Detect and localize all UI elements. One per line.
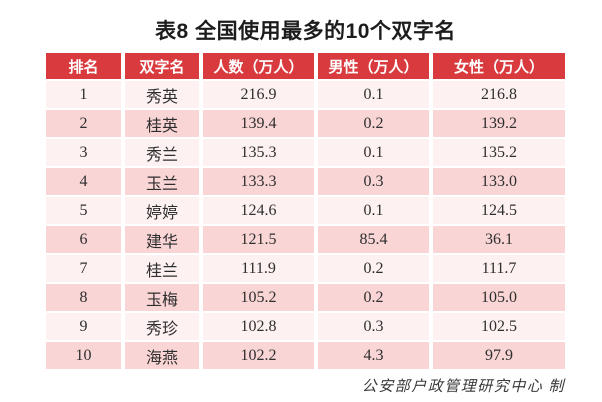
table-cell: 1 <box>46 81 125 110</box>
table-cell: 124.5 <box>433 197 565 226</box>
table-row: 7 桂兰 111.9 0.2 111.7 <box>46 255 565 284</box>
column-header: 人数（万人） <box>203 53 318 81</box>
table-cell: 婷婷 <box>125 197 203 226</box>
table-cell: 105.2 <box>203 284 318 313</box>
names-table: 排名 双字名 人数（万人） 男性（万人） 女性（万人） 1 秀英 216.9 0.1 216.8… <box>46 53 565 369</box>
table-cell: 139.2 <box>433 110 565 139</box>
table-cell: 0.2 <box>318 284 433 313</box>
table-cell: 6 <box>46 226 125 255</box>
table-cell: 秀兰 <box>125 139 203 168</box>
table-row: 3 秀兰 135.3 0.1 135.2 <box>46 139 565 168</box>
table-row: 9 秀珍 102.8 0.3 102.5 <box>46 313 565 342</box>
table-cell: 102.5 <box>433 313 565 342</box>
table-cell: 0.3 <box>318 168 433 197</box>
table-cell: 216.9 <box>203 81 318 110</box>
table-cell: 建华 <box>125 226 203 255</box>
table-cell: 0.1 <box>318 197 433 226</box>
table-cell: 133.0 <box>433 168 565 197</box>
table-row: 4 玉兰 133.3 0.3 133.0 <box>46 168 565 197</box>
table-row: 5 婷婷 124.6 0.1 124.5 <box>46 197 565 226</box>
table-cell: 111.7 <box>433 255 565 284</box>
table-cell: 105.0 <box>433 284 565 313</box>
table-cell: 139.4 <box>203 110 318 139</box>
table-cell: 97.9 <box>433 342 565 369</box>
table-cell: 135.2 <box>433 139 565 168</box>
table-cell: 102.2 <box>203 342 318 369</box>
table-cell: 9 <box>46 313 125 342</box>
column-header: 男性（万人） <box>318 53 433 81</box>
table-cell: 4.3 <box>318 342 433 369</box>
column-header: 女性（万人） <box>433 53 565 81</box>
table-cell: 0.2 <box>318 255 433 284</box>
column-header: 排名 <box>46 53 125 81</box>
table-cell: 0.2 <box>318 110 433 139</box>
table-cell: 3 <box>46 139 125 168</box>
table-cell: 85.4 <box>318 226 433 255</box>
table-cell: 0.3 <box>318 313 433 342</box>
source-note: 公安部户政管理研究中心 制 <box>361 379 565 395</box>
table-cell: 海燕 <box>125 342 203 369</box>
table-cell: 102.8 <box>203 313 318 342</box>
table-cell: 133.3 <box>203 168 318 197</box>
table-cell: 秀珍 <box>125 313 203 342</box>
table-cell: 7 <box>46 255 125 284</box>
column-header: 双字名 <box>125 53 203 81</box>
table-row: 2 桂英 139.4 0.2 139.2 <box>46 110 565 139</box>
header-row: 排名 双字名 人数（万人） 男性（万人） 女性（万人） <box>46 53 565 81</box>
table-cell: 5 <box>46 197 125 226</box>
table-cell: 0.1 <box>318 81 433 110</box>
table-row: 10 海燕 102.2 4.3 97.9 <box>46 342 565 369</box>
table-title: 表8 全国使用最多的10个双字名 <box>155 20 456 43</box>
table-cell: 124.6 <box>203 197 318 226</box>
table-cell: 玉兰 <box>125 168 203 197</box>
table-cell: 桂兰 <box>125 255 203 284</box>
table-cell: 121.5 <box>203 226 318 255</box>
table-cell: 玉梅 <box>125 284 203 313</box>
table-cell: 216.8 <box>433 81 565 110</box>
table-cell: 135.3 <box>203 139 318 168</box>
table-cell: 8 <box>46 284 125 313</box>
table-cell: 秀英 <box>125 81 203 110</box>
table-cell: 10 <box>46 342 125 369</box>
table-row: 1 秀英 216.9 0.1 216.8 <box>46 81 565 110</box>
table-row: 6 建华 121.5 85.4 36.1 <box>46 226 565 255</box>
table-cell: 4 <box>46 168 125 197</box>
table-row: 8 玉梅 105.2 0.2 105.0 <box>46 284 565 313</box>
table-cell: 0.1 <box>318 139 433 168</box>
table-cell: 111.9 <box>203 255 318 284</box>
table-header: 排名 双字名 人数（万人） 男性（万人） 女性（万人） <box>46 53 565 81</box>
table-cell: 桂英 <box>125 110 203 139</box>
table-cell: 2 <box>46 110 125 139</box>
table-cell: 36.1 <box>433 226 565 255</box>
table-body: 1 秀英 216.9 0.1 216.8 2 桂英 139.4 0.2 139.2 3 秀兰 135.3… <box>46 81 565 369</box>
